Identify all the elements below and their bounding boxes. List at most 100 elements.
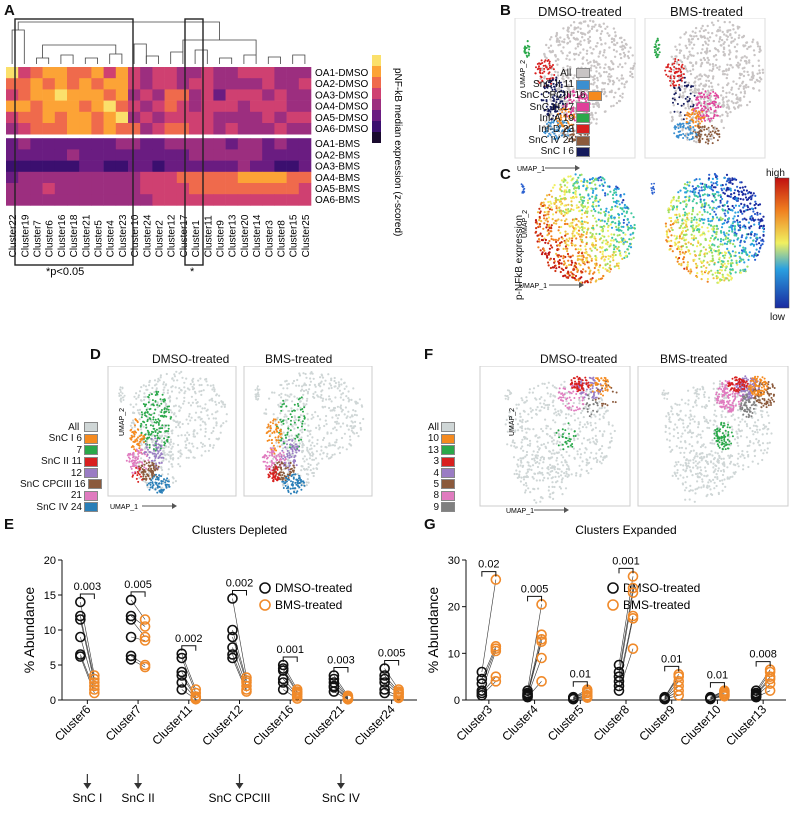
panel-letter-a: A <box>4 2 15 19</box>
colorbar-high: high <box>766 168 785 179</box>
heatmap-col-label: Cluster13 <box>228 214 239 257</box>
significance-bracket <box>333 667 349 673</box>
bms-point <box>342 694 354 705</box>
heatmap-cell <box>274 171 287 184</box>
x-tick-label: Cluster8 <box>591 702 633 744</box>
heatmap-cell <box>274 149 287 161</box>
expression-colorbar <box>774 177 790 309</box>
heatmap-cell <box>67 160 80 173</box>
heatmap-cell <box>298 194 312 206</box>
heatmap-cell <box>30 123 43 135</box>
heatmap-cell <box>201 123 214 135</box>
heatmap-cell <box>103 111 117 124</box>
bms-point <box>89 687 100 699</box>
heatmap-cell <box>262 149 275 161</box>
heatmap-cell <box>274 111 287 124</box>
group-arrow-head <box>83 783 92 789</box>
heatmap-cell <box>6 100 19 113</box>
heatmap-cell <box>250 111 263 124</box>
heatmap-cell <box>115 89 129 101</box>
heatmap-col-label: Cluster5 <box>94 220 105 258</box>
panel-f-axis-y: UMAP_2 <box>509 408 516 436</box>
dmso-point <box>75 651 86 662</box>
heatmap-cell <box>286 160 300 173</box>
group-label: SnC CPCIII <box>208 791 270 805</box>
heatmap-cell <box>225 100 239 113</box>
pair-line <box>527 604 542 691</box>
y-tick-label: 0 <box>50 695 56 707</box>
heatmap-cell <box>18 89 31 101</box>
heatmap-cell <box>91 138 104 150</box>
pair-line <box>481 579 497 673</box>
pair-line <box>481 650 497 691</box>
panel-c-axis-y: UMAP_2 <box>522 210 529 238</box>
umap-panel-c: UMAP_2 UMAP_1 <box>519 172 790 309</box>
legend-item-label: SnC CPCIII 16 <box>520 90 586 102</box>
heatmap-cell <box>79 67 92 79</box>
heatmap-cell <box>103 100 117 113</box>
bms-point <box>139 614 151 625</box>
heatmap-cell <box>128 171 141 184</box>
bms-point <box>764 666 776 678</box>
bms-point <box>490 676 502 687</box>
heatmap-cell <box>30 194 43 206</box>
heatmap-cell <box>164 160 178 173</box>
panel-c-axis-x: UMAP_1 <box>519 283 547 290</box>
heatmap-cell <box>128 183 141 195</box>
heatmap-cell <box>103 183 117 195</box>
heatmap-cell <box>225 160 239 173</box>
dmso-point <box>176 670 188 681</box>
heatmap-cell <box>152 171 165 184</box>
heatmap-cell <box>286 100 300 113</box>
x-tick-label: Cluster12 <box>199 702 245 748</box>
x-tick-label: Cluster9 <box>636 702 678 744</box>
bms-point <box>190 694 202 705</box>
heatmap-cell <box>128 123 141 135</box>
heatmap-cell <box>103 89 117 101</box>
heatmap-cell <box>91 67 104 79</box>
legend-item: Inf-A 19 <box>520 113 590 124</box>
heatmap-cell <box>79 138 92 150</box>
x-tick-label: Cluster13 <box>723 702 769 748</box>
heatmap-cell <box>250 78 263 90</box>
dmso-point <box>476 673 488 685</box>
heatmap-cell <box>164 138 178 150</box>
heatmap-cell <box>152 123 165 135</box>
heatmap-cell <box>250 100 263 113</box>
y-tick-label: 20 <box>448 602 460 614</box>
legend-item: SnC III 17 <box>520 102 590 113</box>
legend-marker <box>259 582 271 594</box>
heatmap-col-label: Cluster25 <box>301 214 312 257</box>
heatmap-cell <box>225 111 239 124</box>
legend-item-label: SnC I 6 <box>48 433 82 445</box>
heatmap-cell <box>237 89 251 101</box>
heatmap-cell <box>67 78 80 90</box>
chart-title: Clusters Expanded <box>575 523 676 537</box>
significance-bracket <box>755 661 771 667</box>
heatmap-cell <box>18 183 31 195</box>
significance-bracket <box>232 590 247 596</box>
heatmap-cell <box>54 194 68 206</box>
heatmap-cell <box>225 171 239 184</box>
group-label: SnC IV <box>322 791 360 805</box>
heatmap-cell <box>18 171 31 184</box>
legend-item-label: 4 <box>433 467 439 479</box>
heatmap-cell <box>140 78 153 90</box>
heatmap-cell <box>30 100 43 113</box>
bms-point <box>139 621 151 632</box>
bms-point <box>536 652 547 664</box>
colorbar-label: pNF-kB median expression (z-scored) <box>392 68 403 236</box>
group-arrow-head <box>235 783 244 789</box>
heatmap-cell <box>286 123 300 135</box>
heatmap-row-label: OA2-BMS <box>315 150 360 161</box>
heatmap-cell <box>91 183 104 195</box>
heatmap-cell <box>176 89 190 101</box>
heatmap-cell <box>140 160 153 173</box>
heatmap-cell <box>67 194 80 206</box>
heatmap-row-label: OA4-BMS <box>315 173 360 184</box>
dmso-point <box>125 631 137 643</box>
legend-item: 5 <box>425 479 455 490</box>
heatmap-cell <box>250 89 263 101</box>
heatmap-cell <box>298 67 312 79</box>
heatmap-cell <box>262 160 275 173</box>
